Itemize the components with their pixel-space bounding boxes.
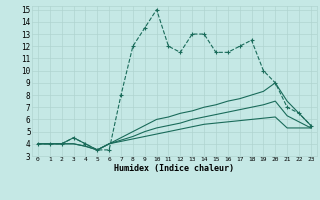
X-axis label: Humidex (Indice chaleur): Humidex (Indice chaleur) xyxy=(115,164,234,173)
